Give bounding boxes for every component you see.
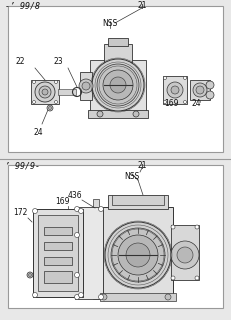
Text: NSS: NSS (124, 172, 140, 181)
Bar (171, 225, 199, 280)
Circle shape (167, 82, 183, 98)
Text: ’ 99/9-: ’ 99/9- (5, 161, 40, 170)
Circle shape (196, 86, 204, 94)
Bar (33, 209, 83, 297)
Circle shape (105, 222, 171, 288)
Text: 23: 23 (53, 57, 63, 66)
Bar (80, 72, 92, 100)
Bar (104, 44, 132, 62)
Text: 24: 24 (33, 128, 43, 137)
Circle shape (33, 209, 37, 213)
Circle shape (98, 294, 103, 300)
Bar (44, 257, 72, 265)
Text: 24: 24 (191, 99, 201, 108)
Bar (38, 215, 78, 291)
Circle shape (195, 225, 199, 229)
Circle shape (97, 64, 139, 106)
Circle shape (39, 86, 51, 98)
Text: 169: 169 (164, 99, 179, 108)
Text: NSS: NSS (102, 19, 118, 28)
Circle shape (42, 89, 48, 95)
Circle shape (195, 276, 199, 280)
Circle shape (171, 276, 175, 280)
Text: 21: 21 (137, 161, 147, 170)
Circle shape (165, 294, 171, 300)
Circle shape (171, 241, 199, 269)
Circle shape (98, 206, 103, 212)
Circle shape (164, 100, 167, 103)
Circle shape (133, 111, 139, 117)
Circle shape (28, 274, 31, 276)
Circle shape (33, 81, 36, 84)
Bar (90, 60, 146, 112)
Circle shape (97, 111, 103, 117)
Bar (108, 38, 128, 46)
Circle shape (183, 76, 186, 79)
Bar (88, 110, 148, 118)
Circle shape (55, 81, 58, 84)
Circle shape (92, 59, 144, 111)
Text: 436: 436 (68, 191, 82, 200)
Circle shape (126, 243, 150, 267)
Circle shape (75, 294, 79, 300)
Circle shape (75, 233, 79, 237)
Text: 172: 172 (13, 208, 27, 217)
Circle shape (35, 82, 55, 102)
Circle shape (33, 100, 36, 103)
Circle shape (27, 272, 33, 278)
Circle shape (47, 105, 53, 111)
Bar (44, 227, 72, 235)
Circle shape (49, 107, 52, 109)
Circle shape (33, 292, 37, 298)
Bar (163, 76, 187, 104)
Circle shape (101, 294, 107, 300)
Circle shape (164, 76, 167, 79)
Circle shape (79, 209, 83, 213)
Bar (58, 89, 76, 95)
Bar (31, 80, 59, 104)
Text: -’ 99/8: -’ 99/8 (5, 1, 40, 10)
Bar (0, 160, 231, 320)
Circle shape (75, 206, 79, 212)
Bar (8, 6, 223, 152)
Circle shape (206, 91, 214, 99)
Circle shape (183, 100, 186, 103)
Text: 21: 21 (137, 1, 147, 10)
Circle shape (103, 70, 133, 100)
Circle shape (206, 81, 214, 89)
Circle shape (75, 273, 79, 277)
Circle shape (82, 82, 90, 90)
Text: 22: 22 (15, 57, 25, 66)
Circle shape (79, 79, 93, 93)
Circle shape (193, 83, 207, 97)
Bar (44, 242, 72, 250)
Circle shape (171, 86, 179, 94)
Bar (8, 165, 223, 308)
Circle shape (177, 247, 193, 263)
Circle shape (111, 228, 165, 282)
Bar (93, 199, 99, 299)
Bar (190, 80, 210, 100)
Text: 169: 169 (55, 197, 69, 206)
Bar (112, 195, 164, 205)
Circle shape (110, 77, 126, 93)
Bar (0, 0, 231, 160)
Bar (108, 195, 168, 209)
Circle shape (55, 100, 58, 103)
Polygon shape (75, 207, 103, 299)
Bar (100, 293, 176, 301)
Circle shape (118, 235, 158, 275)
Bar (103, 207, 173, 295)
Circle shape (79, 292, 83, 298)
Circle shape (171, 225, 175, 229)
Bar (44, 271, 72, 283)
